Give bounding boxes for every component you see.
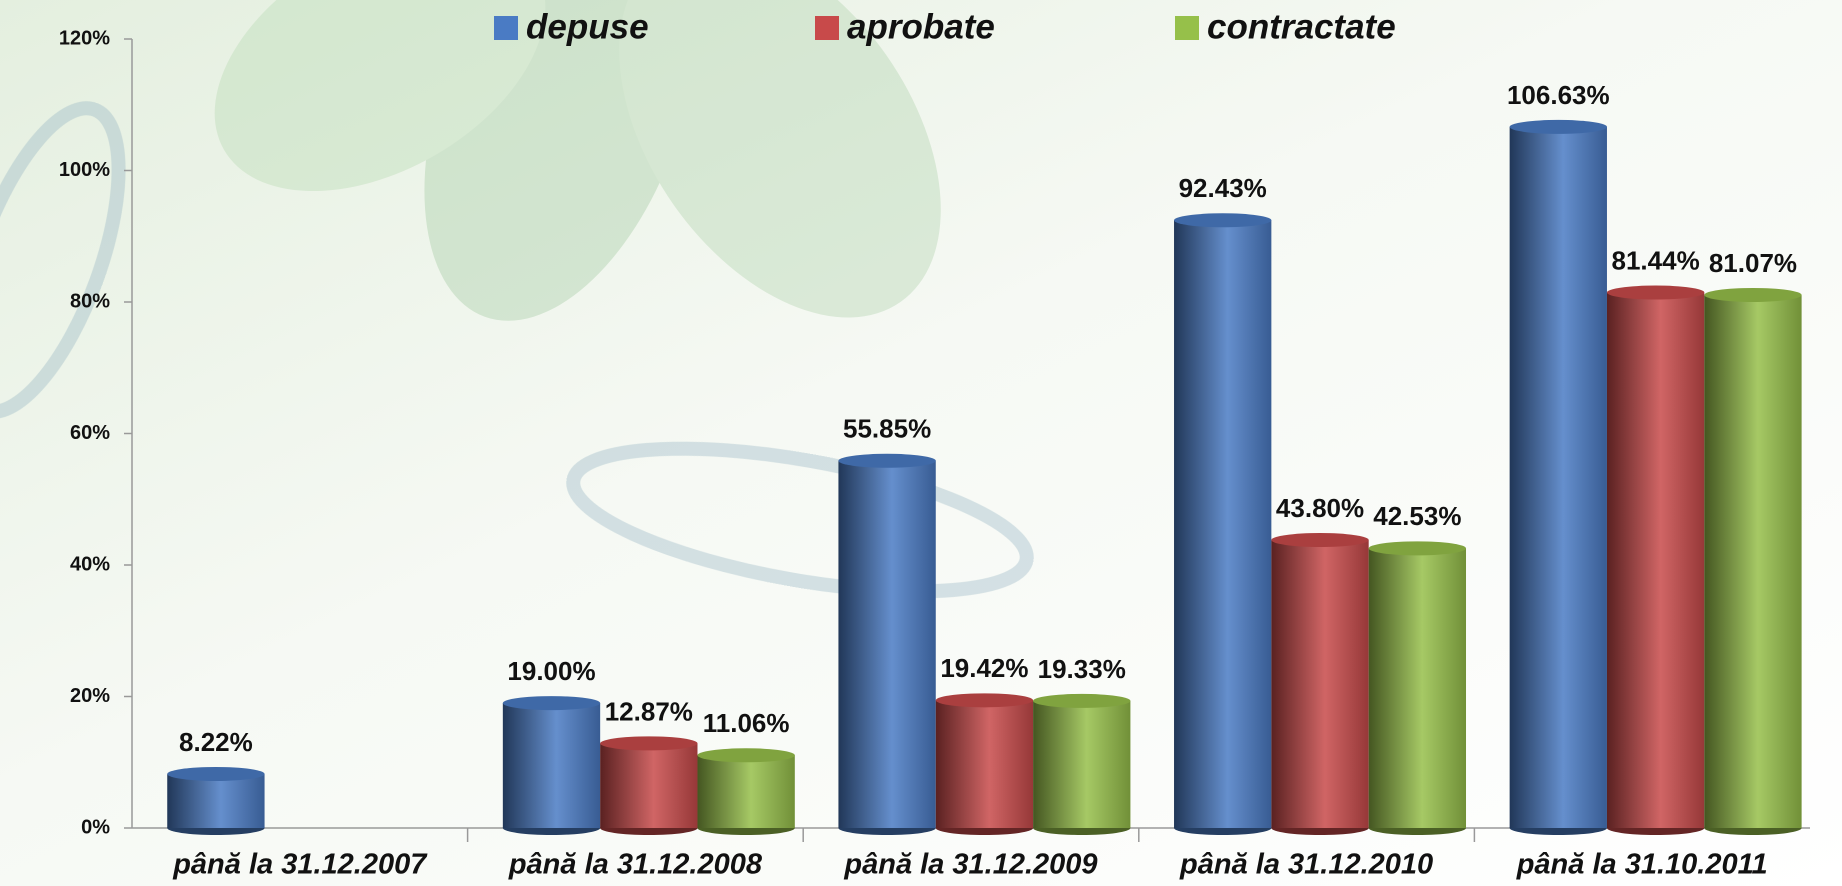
bar-top <box>1174 213 1272 228</box>
bar-top <box>1368 541 1467 556</box>
data-label: 11.06% <box>703 708 790 738</box>
bar <box>1033 700 1131 828</box>
bar-top <box>697 748 795 763</box>
data-label: 92.43% <box>1179 173 1267 203</box>
bar <box>1271 540 1369 828</box>
legend-swatch <box>494 16 518 40</box>
x-tick-label: până la 31.12.2008 <box>508 849 763 881</box>
y-tick-label: 40% <box>70 553 110 575</box>
bar <box>600 743 698 828</box>
y-tick-label: 60% <box>70 422 110 444</box>
x-tick-label: până la 31.10.2011 <box>1516 849 1768 881</box>
bar-top <box>1704 287 1802 302</box>
bar <box>1509 126 1607 828</box>
bar-top <box>167 766 265 781</box>
data-label: 43.80% <box>1276 493 1364 523</box>
legend-swatch <box>1175 16 1199 40</box>
data-label: 42.53% <box>1373 501 1461 531</box>
data-label: 8.22% <box>179 727 253 757</box>
data-label: 81.07% <box>1709 248 1797 278</box>
y-tick-label: 100% <box>59 159 110 181</box>
data-label: 19.00% <box>507 656 595 686</box>
bar-top <box>1606 285 1705 300</box>
bar <box>502 703 601 828</box>
y-tick-label: 20% <box>70 685 110 707</box>
bar <box>1606 292 1705 829</box>
legend-label: aprobate <box>847 7 995 46</box>
data-label: 19.33% <box>1038 654 1126 684</box>
bar-top <box>935 693 1034 708</box>
legend-label: contractate <box>1207 7 1396 46</box>
bar-top <box>600 736 698 751</box>
data-label: 12.87% <box>605 696 693 726</box>
bar <box>1174 220 1272 828</box>
bar-top <box>1033 693 1131 708</box>
bar <box>167 773 265 828</box>
x-tick-label: până la 31.12.2009 <box>843 849 1097 881</box>
bar <box>838 460 936 828</box>
data-label: 106.63% <box>1507 80 1610 110</box>
y-tick-label: 120% <box>59 27 110 49</box>
bar-top <box>1509 119 1607 134</box>
bar-top <box>502 696 601 711</box>
x-tick-label: până la 31.12.2007 <box>172 849 428 881</box>
bar-top <box>1271 533 1369 548</box>
bar-top <box>838 453 936 468</box>
y-tick-label: 0% <box>81 816 110 838</box>
data-label: 19.42% <box>940 653 1028 683</box>
bar <box>697 755 795 828</box>
y-tick-label: 80% <box>70 290 110 312</box>
data-label: 81.44% <box>1612 245 1700 275</box>
legend-label: depuse <box>526 7 649 46</box>
bar <box>1704 294 1802 829</box>
bar <box>935 700 1034 828</box>
data-label: 55.85% <box>843 414 931 444</box>
bar <box>1368 548 1467 828</box>
legend-swatch <box>815 16 839 40</box>
x-tick-label: până la 31.12.2010 <box>1179 849 1433 881</box>
background-flower <box>0 0 1034 599</box>
